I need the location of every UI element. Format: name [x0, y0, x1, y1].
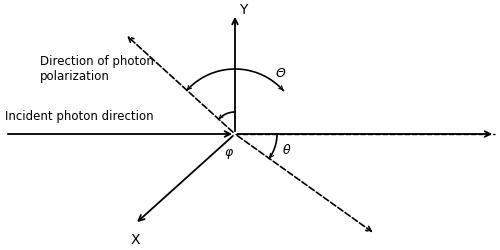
- Text: Θ: Θ: [276, 67, 285, 80]
- Text: Direction of photon
polarization: Direction of photon polarization: [40, 55, 154, 83]
- Text: Incident photon direction: Incident photon direction: [5, 110, 154, 122]
- Text: X: X: [130, 232, 140, 246]
- Text: φ: φ: [224, 146, 232, 158]
- Text: θ: θ: [283, 144, 290, 157]
- Text: Y: Y: [239, 3, 247, 17]
